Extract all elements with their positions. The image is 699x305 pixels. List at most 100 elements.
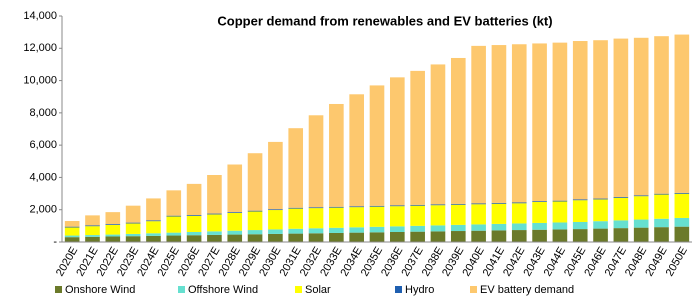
bar-segment: [146, 198, 161, 221]
bar-segment: [491, 223, 507, 231]
bar-segment: [654, 218, 669, 228]
bar-segment: [613, 220, 629, 229]
bar-segment: [349, 94, 364, 207]
bar-segment: [654, 227, 669, 242]
bar-segment: [471, 45, 486, 204]
bar-segment: [288, 228, 304, 234]
y-tick-label: 10,000: [23, 74, 57, 86]
bar-segment: [593, 221, 608, 229]
bar-segment: [430, 64, 446, 205]
bar-segment: [288, 208, 304, 229]
bar-segment: [369, 205, 385, 207]
bar-segment: [308, 207, 324, 209]
bar-segment: [308, 115, 324, 208]
bar-segment: [593, 228, 608, 242]
bar-segment: [674, 226, 690, 242]
bar-segment: [450, 57, 466, 204]
bar-segment: [329, 207, 344, 228]
bar-segment: [654, 36, 669, 194]
bar-segment: [430, 231, 446, 242]
bar-segment: [491, 203, 507, 224]
bar-segment: [247, 234, 263, 242]
bar-segment: [471, 230, 486, 242]
bar-segment: [329, 103, 344, 207]
bar-segment: [593, 198, 608, 200]
bar-segment: [552, 201, 568, 223]
bar-segment: [329, 227, 344, 233]
bar-segment: [207, 231, 222, 235]
bar-segment: [125, 236, 141, 242]
bar-segment: [471, 224, 486, 231]
bar-segment: [572, 199, 588, 201]
bar-segment: [532, 201, 547, 223]
bar-segment: [247, 230, 263, 235]
bar-segment: [186, 215, 202, 216]
bar-segment: [572, 229, 588, 242]
bar-segment: [125, 205, 141, 223]
bar-segment: [227, 234, 243, 242]
bar-segment: [450, 204, 466, 225]
bar-segment: [390, 226, 405, 232]
bar-segment: [288, 128, 304, 208]
bar-segment: [633, 219, 649, 228]
bar-segment: [105, 212, 121, 225]
legend-label: Onshore Wind: [65, 284, 135, 296]
bar-segment: [491, 230, 507, 242]
bar-segment: [430, 225, 446, 232]
bar-segment: [64, 226, 80, 228]
bar-segment: [430, 205, 446, 226]
bar-segment: [390, 206, 405, 227]
bar-segment: [633, 196, 649, 220]
y-tick-label: 14,000: [23, 10, 57, 22]
bar-segment: [85, 236, 100, 242]
bar-segment: [166, 190, 182, 216]
bar-segment: [207, 234, 222, 242]
bar-segment: [186, 215, 202, 232]
bar-segment: [674, 34, 690, 193]
bar-segment: [572, 221, 588, 230]
bar-segment: [227, 230, 243, 235]
bar-segment: [511, 230, 527, 242]
bar-segment: [491, 202, 507, 204]
bar-segment: [349, 232, 364, 242]
bar-segment: [511, 203, 527, 224]
bar-segment: [430, 204, 446, 206]
bar-segment: [349, 206, 364, 208]
bar-segment: [207, 214, 222, 232]
bar-segment: [390, 205, 405, 207]
bar-segment: [410, 225, 425, 232]
bar-segment: [532, 222, 547, 230]
bar-segment: [308, 208, 324, 229]
bar-segment: [390, 231, 405, 242]
legend-swatch: [178, 286, 185, 293]
bar-segment: [105, 236, 121, 242]
bar-segment: [166, 215, 182, 217]
bar-segment: [450, 224, 466, 232]
bar-segment: [146, 220, 161, 222]
bar-segment: [511, 202, 527, 204]
bar-segment: [349, 207, 364, 228]
bar-segment: [308, 233, 324, 242]
y-tick-label: 4,000: [29, 171, 57, 183]
bar-segment: [329, 232, 344, 242]
bar-segment: [227, 212, 243, 213]
bar-segment: [64, 237, 80, 242]
y-tick-label: -: [53, 236, 57, 248]
bar-segment: [552, 222, 568, 230]
bar-segment: [247, 153, 263, 211]
bar-segment: [146, 233, 161, 236]
bar-segment: [633, 37, 649, 196]
bar-segment: [572, 200, 588, 222]
bar-segment: [125, 222, 141, 224]
bar-segment: [471, 204, 486, 225]
bar-segment: [552, 200, 568, 202]
bar-segment: [613, 228, 629, 242]
legend-label: Hydro: [405, 284, 434, 296]
y-tick-label: 2,000: [29, 204, 57, 216]
bar-segment: [349, 227, 364, 233]
y-tick-label: 8,000: [29, 107, 57, 119]
legend-swatch: [295, 286, 302, 293]
bar-segment: [491, 45, 507, 203]
bar-segment: [654, 193, 669, 195]
bar-segment: [633, 227, 649, 242]
